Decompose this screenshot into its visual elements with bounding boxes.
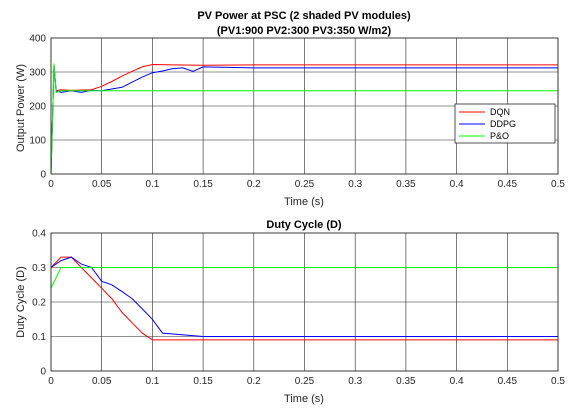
x-tick-label: 0.25: [295, 376, 315, 387]
x-tick-label: 0.05: [92, 376, 112, 387]
y-tick-label: 0.3: [32, 263, 46, 274]
power-chart-subtitle: (PV1:900 PV2:300 PV3:350 W/m2): [217, 25, 392, 37]
y-tick-label: 400: [29, 34, 46, 45]
y-tick-label: 200: [29, 102, 46, 113]
plot-frame: [50, 37, 559, 175]
power-legend: DQN DDPG P&O: [454, 103, 556, 144]
series-line-series-2: [50, 256, 558, 337]
legend-entry-dqn: DQN: [490, 107, 510, 117]
x-tick-label: 0.1: [145, 376, 159, 387]
x-tick-label: 0.3: [348, 179, 362, 190]
plot-frame: [50, 232, 559, 372]
x-tick-label: 0.25: [295, 179, 315, 190]
x-tick-label: 0.5: [551, 376, 565, 387]
series-line-p-o: [50, 63, 558, 175]
x-tick-label: 0.5: [551, 179, 565, 190]
legend-entry-po: P&O: [490, 131, 509, 141]
x-tick-label: 0.4: [450, 179, 464, 190]
y-tick-label: 300: [29, 68, 46, 79]
legend-entry-ddpg: DDPG: [490, 119, 516, 129]
x-tick-label: 0.2: [247, 179, 261, 190]
x-tick-label: 0.05: [92, 179, 112, 190]
power-chart-title: PV Power at PSC (2 shaded PV modules): [197, 10, 411, 22]
x-tick-label: 0.2: [247, 376, 261, 387]
duty-y-label: Duty Cycle (D): [15, 266, 27, 338]
y-tick-label: 100: [29, 136, 46, 147]
power-y-label: Output Power (W): [15, 64, 27, 152]
x-tick-label: 0.35: [396, 179, 416, 190]
x-tick-label: 0.1: [145, 179, 159, 190]
x-tick-label: 0.45: [498, 179, 518, 190]
y-tick-label: 0: [40, 170, 46, 181]
duty-x-label: Time (s): [284, 393, 324, 405]
x-tick-label: 0.3: [348, 376, 362, 387]
x-tick-label: 0.15: [193, 179, 213, 190]
power-x-label: Time (s): [284, 196, 324, 208]
y-tick-label: 0.1: [32, 332, 46, 343]
y-tick-label: 0: [40, 367, 46, 378]
duty-plot: 0 0.05 0.1 0.15 0.2 0.25 0.3 0.35 0.4 0.45 0.5 0 0.1…: [32, 229, 565, 388]
x-tick-label: 0.35: [396, 376, 416, 387]
series-line-series-3: [50, 267, 558, 289]
x-tick-label: 0: [48, 376, 54, 387]
series-line-dqn: [50, 63, 558, 175]
y-tick-label: 0.4: [32, 229, 46, 240]
x-tick-label: 0: [48, 179, 54, 190]
x-tick-label: 0.4: [450, 376, 464, 387]
x-tick-label: 0.15: [193, 376, 213, 387]
duty-chart-title: Duty Cycle (D): [266, 219, 342, 231]
y-tick-label: 0.2: [32, 298, 46, 309]
x-tick-label: 0.45: [498, 376, 518, 387]
